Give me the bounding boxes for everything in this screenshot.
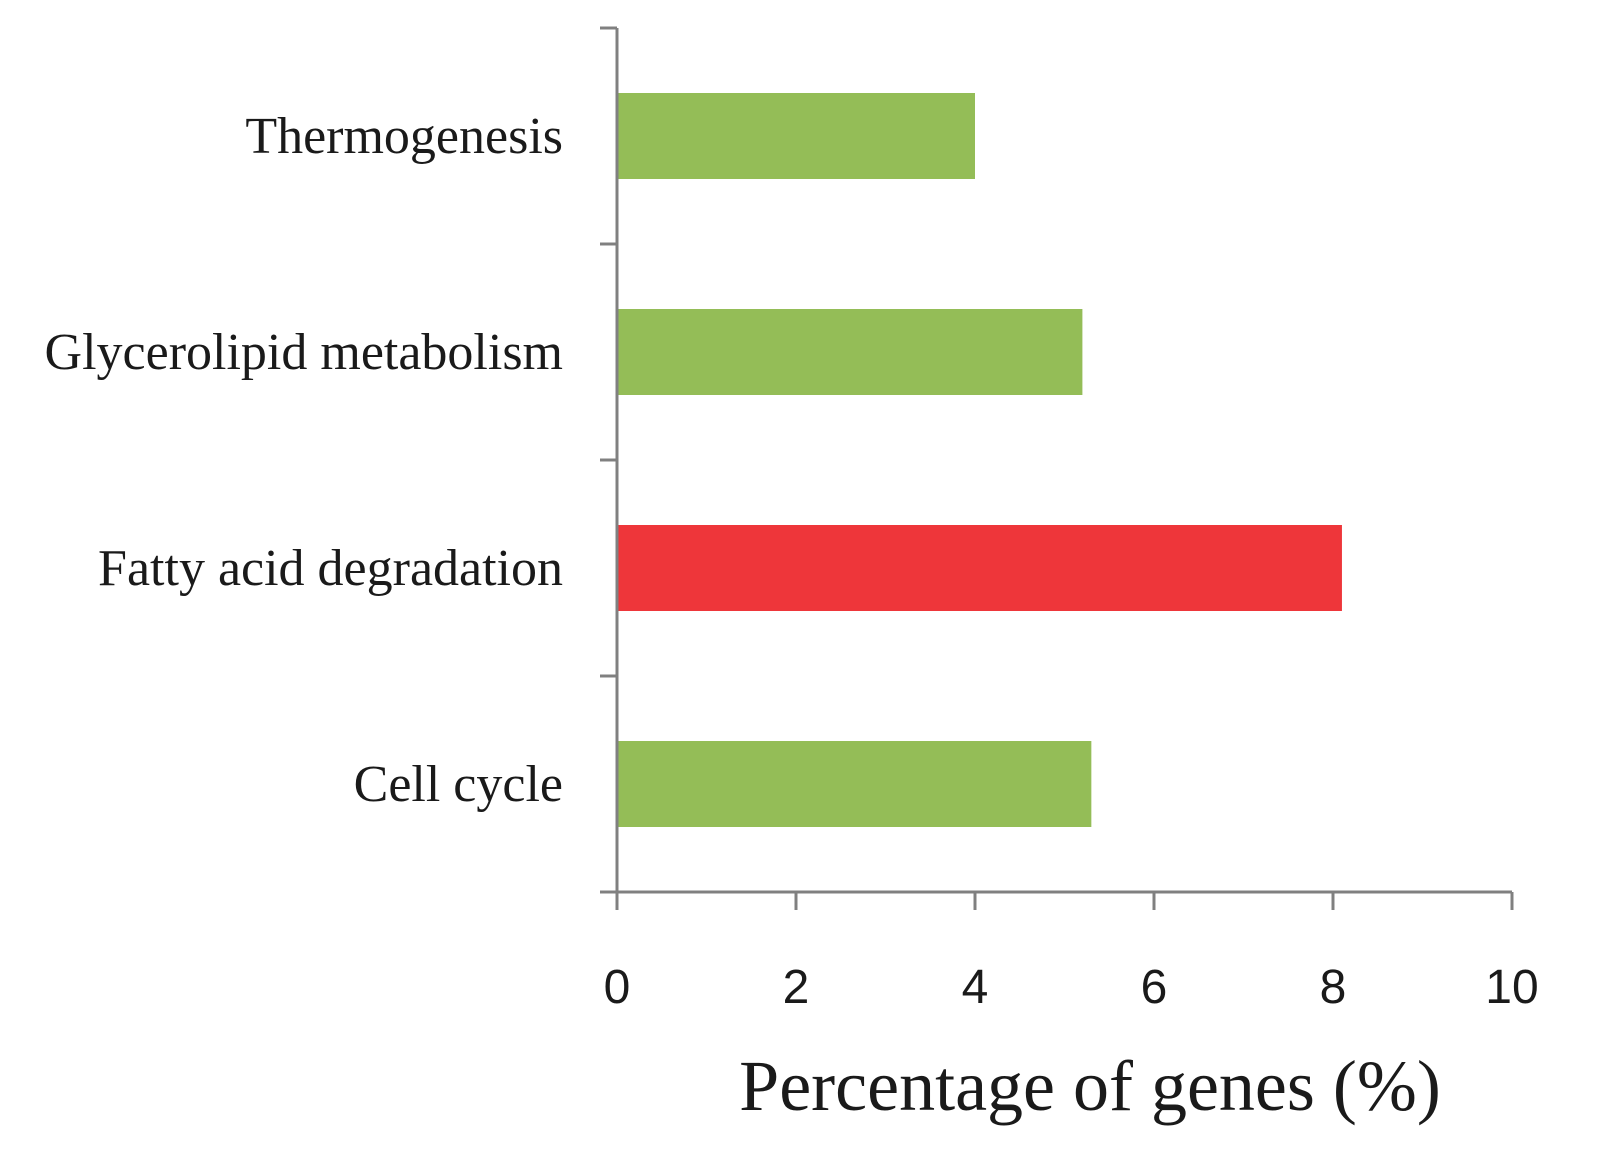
x-tick-label-10: 10 [1485,961,1538,1014]
category-label-fatty-acid-degradation: Fatty acid degradation [98,540,563,597]
x-tick-label-2: 2 [783,961,810,1014]
x-tick-label-0: 0 [604,961,631,1014]
category-labels: Thermogenesis Glycerolipid metabolism Fatt… [45,108,563,813]
x-axis-title: Percentage of genes (%) [739,1046,1441,1126]
axes-group [600,26,1514,910]
category-label-cell-cycle: Cell cycle [354,756,563,813]
category-label-thermogenesis: Thermogenesis [245,108,563,165]
bar-fatty-acid-degradation [617,525,1342,611]
category-label-glycerolipid-metabolism: Glycerolipid metabolism [45,324,563,381]
bar-cell-cycle [617,741,1092,827]
x-tick-label-6: 6 [1141,961,1168,1014]
x-tick-label-4: 4 [962,961,989,1014]
bar-glycerolipid-metabolism [617,309,1083,395]
x-tick-label-8: 8 [1320,961,1347,1014]
bar-thermogenesis [617,93,975,179]
bars-group [617,93,1342,827]
tick-labels: 0 2 4 6 8 10 [604,961,1539,1014]
